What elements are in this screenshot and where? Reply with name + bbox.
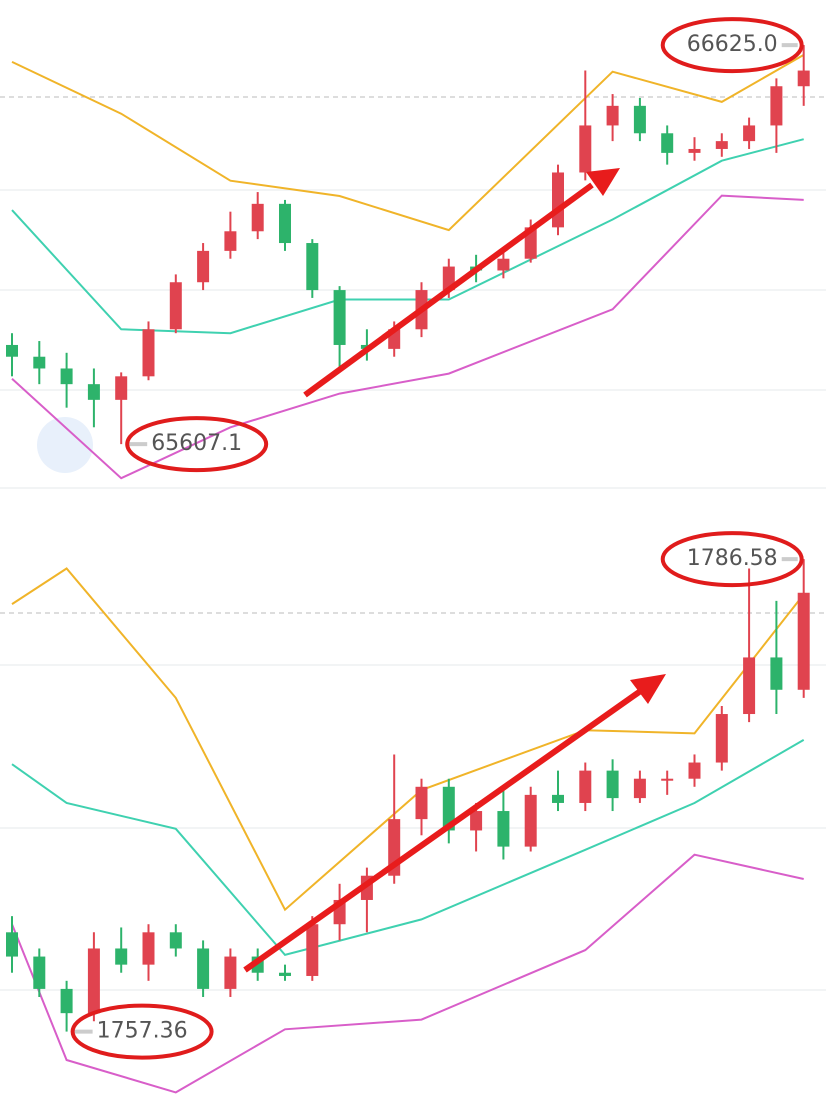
candle-body (470, 811, 483, 831)
highlight-circle (660, 17, 804, 74)
candle-body (87, 384, 100, 400)
candle-body (661, 778, 674, 781)
candle-body (87, 948, 100, 1014)
candle-body (797, 70, 810, 87)
candle-body (497, 258, 510, 271)
candle-body (633, 105, 646, 134)
highlight-circle (70, 1003, 214, 1060)
candle-body (442, 786, 455, 831)
band-line (11, 194, 804, 480)
candle-body (60, 368, 73, 385)
band-line (11, 739, 805, 957)
candle-body (743, 125, 756, 142)
candle-body (115, 948, 128, 965)
candle-body (661, 133, 674, 153)
price-label: 65607.1 (151, 431, 242, 456)
candle-body (715, 141, 728, 149)
grid (0, 189, 826, 991)
candle-body (224, 956, 237, 989)
candle-body (579, 770, 592, 803)
candle-body (142, 932, 155, 965)
candle-body (333, 290, 346, 345)
candle-body (415, 786, 428, 820)
candle-body (224, 231, 237, 251)
candle-body (279, 203, 291, 244)
candle-body (251, 203, 264, 232)
plot: 66625.0 65607.1 1786.58 1757.36 (6, 17, 810, 1094)
candle-body (688, 762, 701, 779)
expand-button[interactable] (37, 417, 93, 473)
candle-body (770, 86, 783, 126)
candle-body (552, 172, 564, 228)
candle-body (60, 988, 73, 1014)
arrow-head (586, 168, 620, 196)
band-line (11, 853, 804, 1094)
candle-body (633, 778, 646, 799)
candle-body (169, 282, 182, 330)
candle-body (197, 948, 210, 989)
candle-body (279, 972, 291, 976)
arrow (303, 182, 594, 398)
highlight-circle (660, 531, 804, 588)
band-line (11, 567, 805, 912)
arrow (243, 687, 644, 973)
band-line (11, 138, 804, 335)
price-label: 1757.36 (97, 1019, 188, 1044)
arrow-head (630, 674, 666, 704)
candle-body (688, 148, 701, 153)
candle-body (606, 105, 619, 126)
candle-body (33, 356, 46, 369)
candle-body (142, 329, 155, 377)
candle-body (306, 243, 319, 291)
candle-body (197, 250, 210, 283)
candle-body (169, 932, 182, 949)
band-line (11, 54, 805, 232)
candle-body (524, 794, 537, 847)
candle-body (497, 811, 510, 847)
price-label: 66625.0 (687, 32, 778, 57)
candle-body (579, 125, 592, 173)
candle-body (606, 770, 619, 799)
candle-body (552, 794, 564, 803)
arrows (243, 168, 666, 973)
candle-body (6, 932, 18, 957)
highlight-circle (125, 416, 269, 473)
candle-body (743, 657, 756, 715)
candle-body (306, 924, 319, 976)
candle-body (6, 344, 18, 357)
candle-body (770, 657, 783, 690)
candle-body (115, 376, 128, 400)
candle-body (715, 714, 728, 763)
candle-body (33, 956, 46, 989)
price-label: 1786.58 (687, 546, 778, 571)
candle-body (797, 592, 810, 690)
